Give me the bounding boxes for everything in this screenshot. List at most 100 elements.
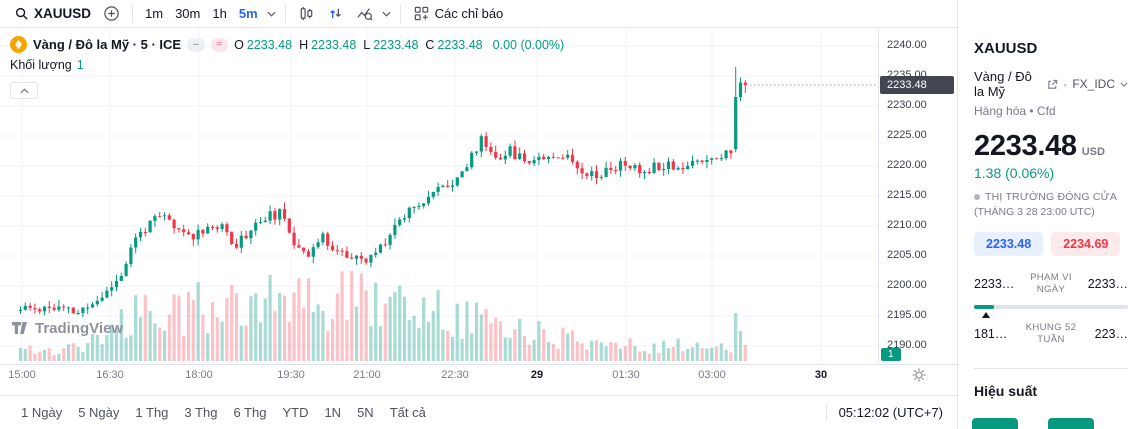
time-tick: 29 <box>530 369 544 382</box>
legend-ohlc: O 2233.48 H 2233.48 L 2233.48 C 2233.48 <box>234 38 487 52</box>
chevron-down-icon[interactable] <box>1120 82 1128 87</box>
ohlc-value: 2233.48 <box>437 37 483 52</box>
interval-button-1h[interactable]: 1h <box>206 3 232 24</box>
symbol-search-button[interactable]: XAUUSD <box>8 3 97 24</box>
range-button-5n[interactable]: 5N <box>350 401 381 424</box>
price-tick: 2230.00 <box>887 99 927 112</box>
tradingview-watermark: TradingView <box>12 320 123 337</box>
range-button-tất-cả[interactable]: Tất cả <box>383 401 433 424</box>
interval-button-30m[interactable]: 30m <box>169 3 206 24</box>
ohlc-key: L <box>363 37 371 52</box>
external-link-icon[interactable] <box>1047 79 1058 90</box>
time-tick: 15:00 <box>8 369 36 382</box>
market-status-detail: (THÁNG 3 28 23:00 UTC) <box>974 206 1095 218</box>
interval-group: 1m 30m 1h 5m <box>139 3 264 24</box>
candlestick-chart <box>0 28 878 365</box>
interval-menu-button[interactable] <box>264 8 279 20</box>
week52-range-row: 181… KHUNG 52 TUẦN 223… <box>974 322 1128 347</box>
day-range-label: PHẠM VI NGÀY <box>1030 272 1072 296</box>
panel-symbol-title[interactable]: XAUUSD <box>974 40 1038 57</box>
panel-divider <box>974 368 1128 370</box>
legend-collapse-button[interactable] <box>10 82 38 100</box>
time-tick: 18:00 <box>185 369 213 382</box>
interval-button-5m[interactable]: 5m <box>233 3 264 24</box>
range-button-3-thg[interactable]: 3 Thg <box>177 401 224 424</box>
watermark-label: TradingView <box>35 320 124 338</box>
price-tick: 2225.00 <box>887 129 927 142</box>
chevron-down-icon <box>267 11 276 17</box>
wave-pill-icon[interactable]: ≈ <box>210 37 229 52</box>
ohlc-value: 2233.48 <box>246 37 293 52</box>
price-tick: 2220.00 <box>887 159 927 172</box>
toolbar-divider <box>284 4 286 23</box>
market-status-text: THỊ TRƯỜNG ĐÓNG CỬA <box>985 191 1118 203</box>
week52-label: KHUNG 52 TUẦN <box>1025 321 1077 346</box>
day-range-high: 2233… <box>1087 277 1128 292</box>
tradingview-logo-icon <box>12 322 27 335</box>
market-status-dot <box>974 194 980 200</box>
asset-category: Hàng hóa • Cfd <box>974 104 1056 118</box>
day-range-low: 2233… <box>974 277 1015 292</box>
interval-button-1m[interactable]: 1m <box>139 3 169 24</box>
week52-low: 181… <box>974 327 1008 342</box>
minus-pill-icon[interactable]: – <box>187 37 205 52</box>
day-range-fill <box>974 304 995 309</box>
clock[interactable]: 05:12:02 (UTC+7) <box>838 405 943 421</box>
time-tick: 16:30 <box>96 369 124 382</box>
symbol-name: XAUUSD <box>34 6 92 22</box>
performance-title: Hiệu suất <box>974 383 1038 400</box>
chart-row: Vàng / Đô la Mỹ · 5 · ICE – ≈ O 2233.48 H 2… <box>0 28 957 365</box>
candlestick-icon <box>300 6 312 21</box>
time-tick: 19:30 <box>277 369 305 382</box>
range-button-ytd[interactable]: YTD <box>275 401 315 424</box>
volume-value: 1 <box>76 58 84 73</box>
range-button-1n[interactable]: 1N <box>317 401 348 424</box>
range-button-1-thg[interactable]: 1 Thg <box>128 401 175 424</box>
price-axis[interactable]: 2233.48 1 2240.00 2235.00 2230.00 2225.00 22… <box>878 28 957 365</box>
indicators-icon <box>414 6 428 21</box>
price-tick: 2200.00 <box>887 279 927 292</box>
legend-change: 0.00 (0.00%) <box>492 37 565 52</box>
performance-badge[interactable] <box>1048 418 1094 429</box>
time-tick: 21:00 <box>353 369 381 382</box>
ohlc-key: C <box>425 37 435 52</box>
toolbar-divider <box>825 404 827 421</box>
ohlc-key: H <box>299 37 309 52</box>
style-menu-button[interactable] <box>379 8 394 20</box>
symbol-detail-panel: XAUUSD Vàng / Đô la Mỹ · FX_IDC Hàng hóa… <box>957 0 1144 429</box>
ohlc-value: 2233.48 <box>373 37 419 52</box>
legend-title[interactable]: Vàng / Đô la Mỹ · 5 · ICE <box>33 37 182 53</box>
chart-canvas[interactable]: Vàng / Đô la Mỹ · 5 · ICE – ≈ O 2233.48 H 2… <box>0 28 878 365</box>
exchange-label[interactable]: FX_IDC <box>1072 77 1115 91</box>
indicators-label: Các chỉ báo <box>434 6 504 22</box>
top-toolbar: XAUUSD 1m 30m 1h 5m <box>0 0 957 29</box>
bid-pill[interactable]: 2233.48 <box>974 232 1044 256</box>
mini-chart-icon <box>357 8 373 21</box>
indicators-button[interactable]: Các chỉ báo <box>407 2 510 25</box>
price-tick: 2190.00 <box>887 339 927 352</box>
range-button-5-ngày[interactable]: 5 Ngày <box>71 401 126 424</box>
quotes-button[interactable] <box>321 2 350 25</box>
range-button-6-thg[interactable]: 6 Thg <box>226 401 273 424</box>
volume-scale-badge: 1 <box>881 348 901 362</box>
axis-settings-icon[interactable] <box>911 367 927 386</box>
current-price: 2233.48 <box>974 130 1077 162</box>
time-tick: 30 <box>814 369 828 382</box>
time-axis[interactable]: 15:00 16:30 18:00 19:30 21:00 22:30 29 01:30 03:… <box>0 364 957 386</box>
performance-badge[interactable] <box>972 418 1018 429</box>
quick-chart-button[interactable] <box>350 2 379 25</box>
market-status-row: THỊ TRƯỜNG ĐÓNG CỬA <box>974 191 1128 203</box>
chart-style-button[interactable] <box>292 2 321 25</box>
symbol-name-row: Vàng / Đô la Mỹ · FX_IDC <box>974 69 1128 99</box>
ohlc-key: O <box>234 37 244 52</box>
symbol-full-name[interactable]: Vàng / Đô la Mỹ <box>974 69 1032 99</box>
ask-pill[interactable]: 2234.69 <box>1051 232 1121 256</box>
plus-circle-icon <box>104 6 119 21</box>
add-symbol-button[interactable] <box>97 2 126 25</box>
range-button-1-ngày[interactable]: 1 Ngày <box>14 401 69 424</box>
time-tick: 01:30 <box>612 369 640 382</box>
chart-section: XAUUSD 1m 30m 1h 5m <box>0 0 957 424</box>
time-tick: 03:00 <box>698 369 726 382</box>
price-tick: 2215.00 <box>887 189 927 202</box>
